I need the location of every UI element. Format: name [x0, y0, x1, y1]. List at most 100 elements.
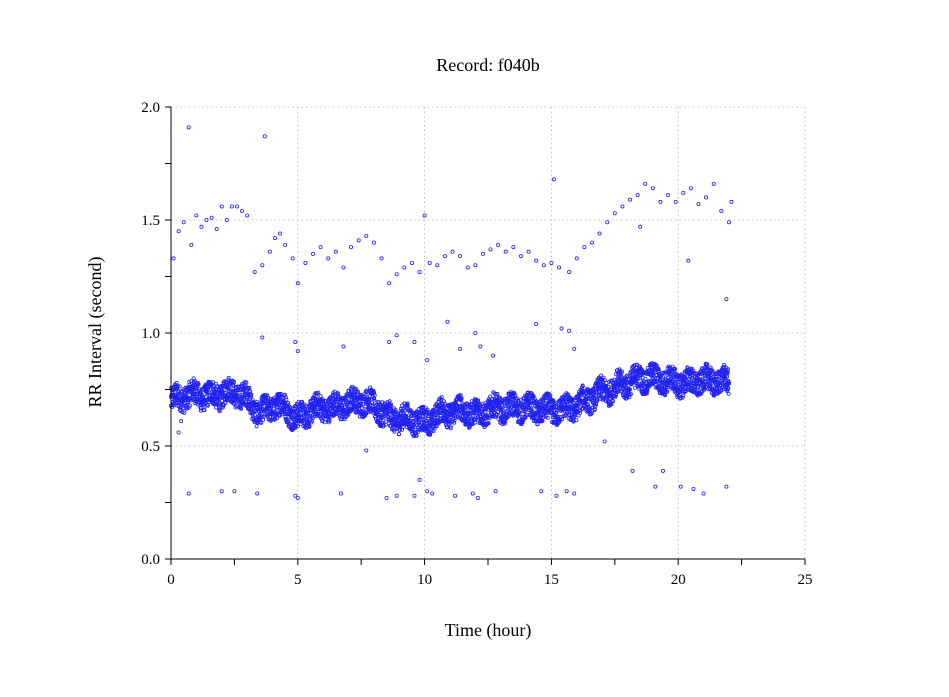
data-point [663, 393, 668, 398]
data-point [338, 491, 343, 496]
data-point [176, 430, 181, 435]
data-point [448, 424, 453, 429]
data-point [359, 402, 364, 407]
data-point [217, 409, 222, 414]
data-point [726, 391, 731, 396]
data-point [678, 395, 683, 400]
data-point [696, 385, 701, 390]
data-point [214, 227, 219, 232]
data-point [231, 379, 236, 384]
data-point [627, 387, 632, 392]
ticks: 0 5 10 15 20 25 0.0 0.5 1.0 1.5 2.0 [141, 100, 812, 588]
data-point [275, 416, 280, 421]
data-point [341, 344, 346, 349]
data-point [186, 491, 191, 496]
data-point [177, 384, 182, 389]
data-point [522, 409, 527, 414]
data-point [414, 433, 419, 438]
data-point [517, 410, 522, 415]
data-point [205, 387, 210, 392]
data-point [341, 400, 346, 405]
x-tick-label: 0 [167, 572, 175, 588]
data-point [458, 397, 463, 402]
x-tick-label: 5 [294, 572, 302, 588]
data-point [612, 211, 617, 216]
data-point [260, 263, 265, 268]
data-point [229, 204, 234, 209]
data-point [321, 399, 326, 404]
data-point [583, 399, 588, 404]
data-point [672, 368, 677, 373]
data-point [686, 258, 691, 263]
data-point [442, 404, 447, 409]
data-point [492, 410, 497, 415]
data-point [473, 417, 478, 422]
data-point [310, 416, 315, 421]
data-point [187, 403, 192, 408]
data-point [557, 265, 562, 270]
data-point [566, 392, 571, 397]
data-point [627, 395, 632, 400]
data-point [559, 326, 564, 331]
data-point [639, 383, 644, 388]
x-tick-label: 20 [671, 572, 686, 588]
data-point [574, 256, 579, 261]
data-point [643, 377, 648, 382]
data-point [292, 409, 297, 414]
data-point [411, 424, 416, 429]
data-point [582, 245, 587, 250]
data-point [399, 414, 404, 419]
data-point [295, 424, 300, 429]
data-point [442, 405, 447, 410]
x-tick-label: 10 [417, 572, 432, 588]
data-point [364, 390, 369, 395]
data-point [502, 401, 507, 406]
data-point [249, 392, 254, 397]
data-point [703, 385, 708, 390]
data-point [372, 398, 377, 403]
data-point [232, 401, 237, 406]
data-point [691, 368, 696, 373]
grid [171, 106, 806, 559]
data-point [465, 265, 470, 270]
data-point [316, 390, 321, 395]
data-point [703, 374, 708, 379]
data-point [724, 297, 729, 302]
data-point [688, 186, 693, 191]
data-point [672, 366, 677, 371]
data-point [261, 414, 266, 419]
data-point [199, 224, 204, 229]
data-point [589, 240, 594, 245]
data-point [567, 328, 572, 333]
data-point [567, 269, 572, 274]
data-point [360, 402, 365, 407]
data-point [642, 370, 647, 375]
data-point [512, 391, 517, 396]
data-point [363, 389, 368, 394]
data-point [364, 448, 369, 453]
data-point [472, 417, 477, 422]
data-point [491, 353, 496, 358]
data-point [425, 358, 430, 363]
data-point [675, 379, 680, 384]
data-point [563, 399, 568, 404]
data-point [396, 432, 401, 437]
data-point [290, 256, 295, 261]
data-point [441, 399, 446, 404]
data-point [405, 404, 410, 409]
data-point [473, 263, 478, 268]
data-point [673, 199, 678, 204]
data-point [349, 245, 354, 250]
data-point [226, 386, 231, 391]
data-point [372, 393, 377, 398]
data-point [179, 419, 184, 424]
data-point [219, 398, 224, 403]
data-point [632, 385, 637, 390]
data-point [542, 415, 547, 420]
data-point [539, 489, 544, 494]
x-tick-label: 15 [544, 572, 559, 588]
data-point [452, 420, 457, 425]
data-point [653, 484, 658, 489]
data-point [417, 477, 422, 482]
data-point [650, 186, 655, 191]
